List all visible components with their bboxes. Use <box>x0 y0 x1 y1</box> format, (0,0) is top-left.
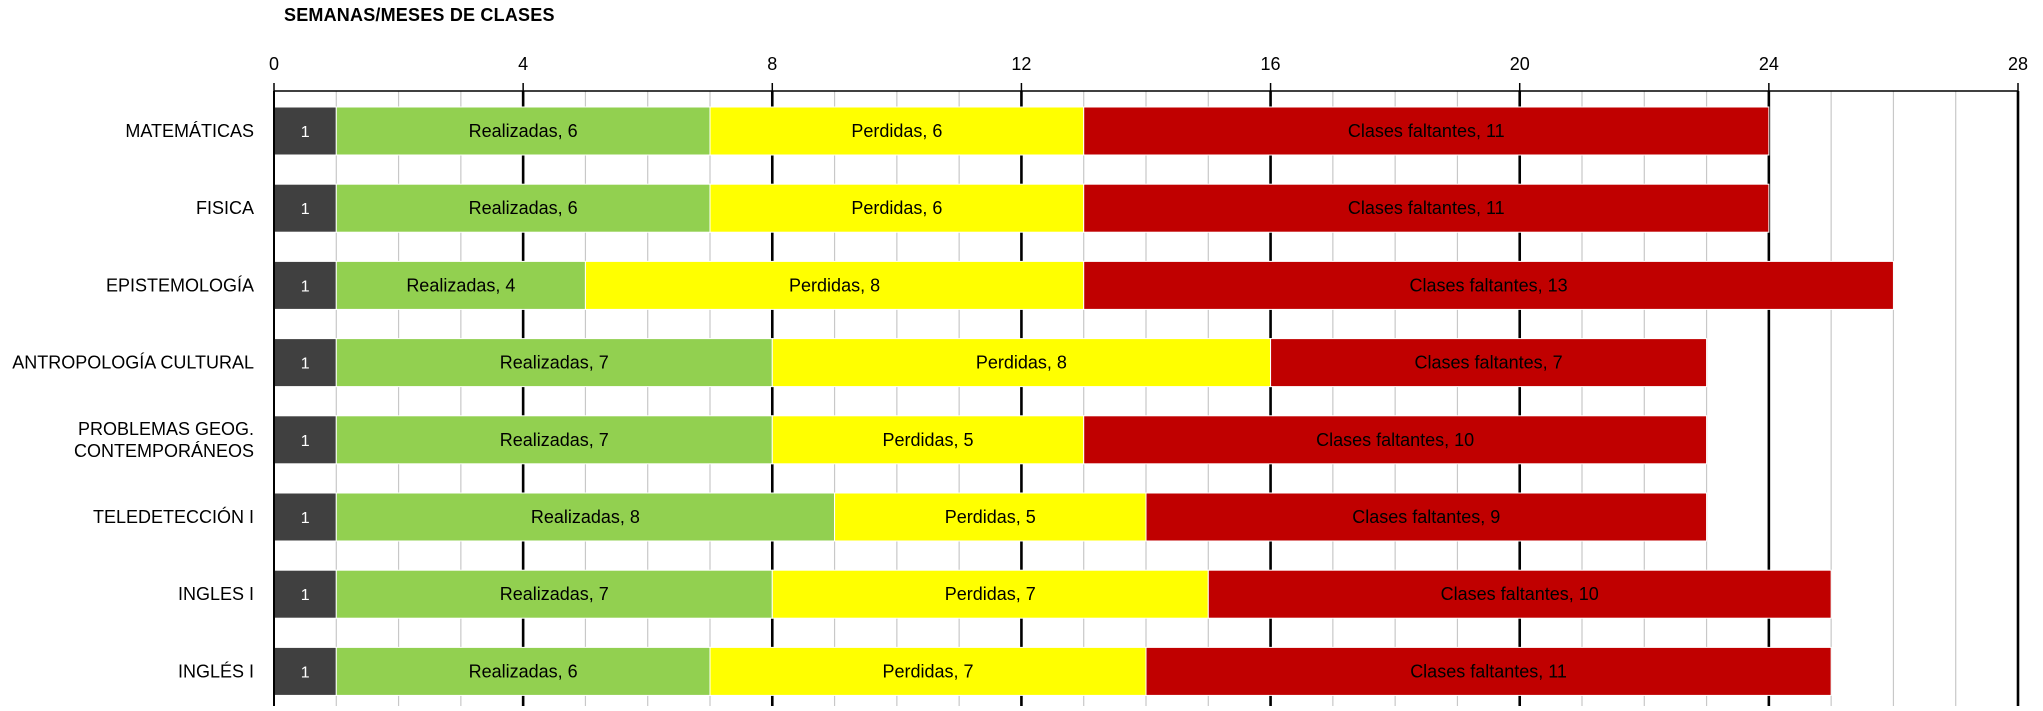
bar-data-label: Perdidas, 7 <box>882 661 973 681</box>
bar-segment <box>1083 106 1770 156</box>
x-tick-label: 24 <box>1759 54 1779 74</box>
bar-data-label: Clases faltantes, 10 <box>1441 584 1599 604</box>
bar-data-label: 1 <box>301 664 310 681</box>
bar-data-label: Clases faltantes, 11 <box>1410 661 1567 681</box>
bar-segment <box>335 183 711 233</box>
bar-data-label: Perdidas, 8 <box>976 353 1067 373</box>
category-label: INGLES I <box>178 584 254 604</box>
bar-segment <box>335 569 773 619</box>
bar-segment <box>273 183 337 233</box>
bar-data-label: Clases faltantes, 11 <box>1348 121 1505 141</box>
bar-segment <box>335 338 773 388</box>
bar-data-label: Clases faltantes, 13 <box>1410 275 1568 295</box>
bar-segment <box>273 260 337 310</box>
x-tick-label: 8 <box>767 54 777 74</box>
bar-data-label: Perdidas, 6 <box>851 198 942 218</box>
bar-data-label: Clases faltantes, 10 <box>1316 430 1474 450</box>
category-label: TELEDETECCIÓN I <box>93 506 254 527</box>
bar-segment <box>273 492 337 542</box>
bar-segment <box>335 415 773 465</box>
bar-segment <box>1083 183 1770 233</box>
bar-data-label: Perdidas, 8 <box>789 275 880 295</box>
bar-segment <box>1207 569 1832 619</box>
x-tick-label: 28 <box>2008 54 2028 74</box>
bar-data-label: Realizadas, 8 <box>531 507 640 527</box>
bar-data-label: Perdidas, 6 <box>851 121 942 141</box>
bar-segment <box>1083 260 1894 310</box>
x-tick-label: 0 <box>269 54 279 74</box>
x-tick-label: 16 <box>1261 54 1281 74</box>
bar-segment <box>771 338 1272 388</box>
category-label: FISICA <box>196 198 254 218</box>
bar-segment <box>1083 415 1708 465</box>
bar-data-label: 1 <box>301 201 310 218</box>
x-tick-label: 20 <box>1510 54 1530 74</box>
category-label: EPISTEMOLOGÍA <box>106 275 254 295</box>
bar-segment <box>335 106 711 156</box>
bar-data-label: Realizadas, 6 <box>469 121 578 141</box>
bar-data-label: 1 <box>301 433 310 450</box>
bar-data-label: Clases faltantes, 7 <box>1415 353 1563 373</box>
bar-data-label: 1 <box>301 356 310 373</box>
category-label: PROBLEMAS GEOG. CONTEMPORÁNEOS <box>74 419 254 461</box>
bar-segment <box>771 569 1209 619</box>
bar-segment <box>1145 492 1708 542</box>
bar-data-label: Perdidas, 7 <box>945 584 1036 604</box>
bar-data-label: Realizadas, 7 <box>500 353 609 373</box>
chart-title: SEMANAS/MESES DE CLASES <box>284 5 555 25</box>
bar-segment <box>335 646 711 696</box>
category-label: ANTROPOLOGÍA CULTURAL <box>12 353 254 373</box>
bar-segment <box>335 260 586 310</box>
bar-data-label: Perdidas, 5 <box>945 507 1036 527</box>
bar-segment <box>1270 338 1708 388</box>
bar-data-label: 1 <box>301 278 310 295</box>
bar-data-label: 1 <box>301 510 310 527</box>
bar-data-label: Realizadas, 7 <box>500 584 609 604</box>
x-tick-label: 12 <box>1011 54 1031 74</box>
bar-segment <box>1145 646 1832 696</box>
bar-segment <box>709 183 1085 233</box>
bar-data-label: 1 <box>301 587 310 604</box>
category-label: MATEMÁTICAS <box>125 121 254 141</box>
bar-data-label: Realizadas, 4 <box>406 275 515 295</box>
bar-data-label: Clases faltantes, 9 <box>1352 507 1500 527</box>
bar-segment <box>273 106 337 156</box>
bar-data-label: Perdidas, 5 <box>882 430 973 450</box>
bar-segment <box>273 569 337 619</box>
x-tick-label: 4 <box>518 54 528 74</box>
bar-data-label: Clases faltantes, 11 <box>1348 198 1505 218</box>
bar-data-label: 1 <box>301 124 310 141</box>
bar-data-label: Realizadas, 6 <box>469 198 578 218</box>
category-label: INGLÉS I <box>178 661 254 681</box>
bar-data-label: Realizadas, 7 <box>500 430 609 450</box>
bar-data-label: Realizadas, 6 <box>469 661 578 681</box>
bar-segment <box>709 106 1085 156</box>
bar-segment <box>584 260 1085 310</box>
